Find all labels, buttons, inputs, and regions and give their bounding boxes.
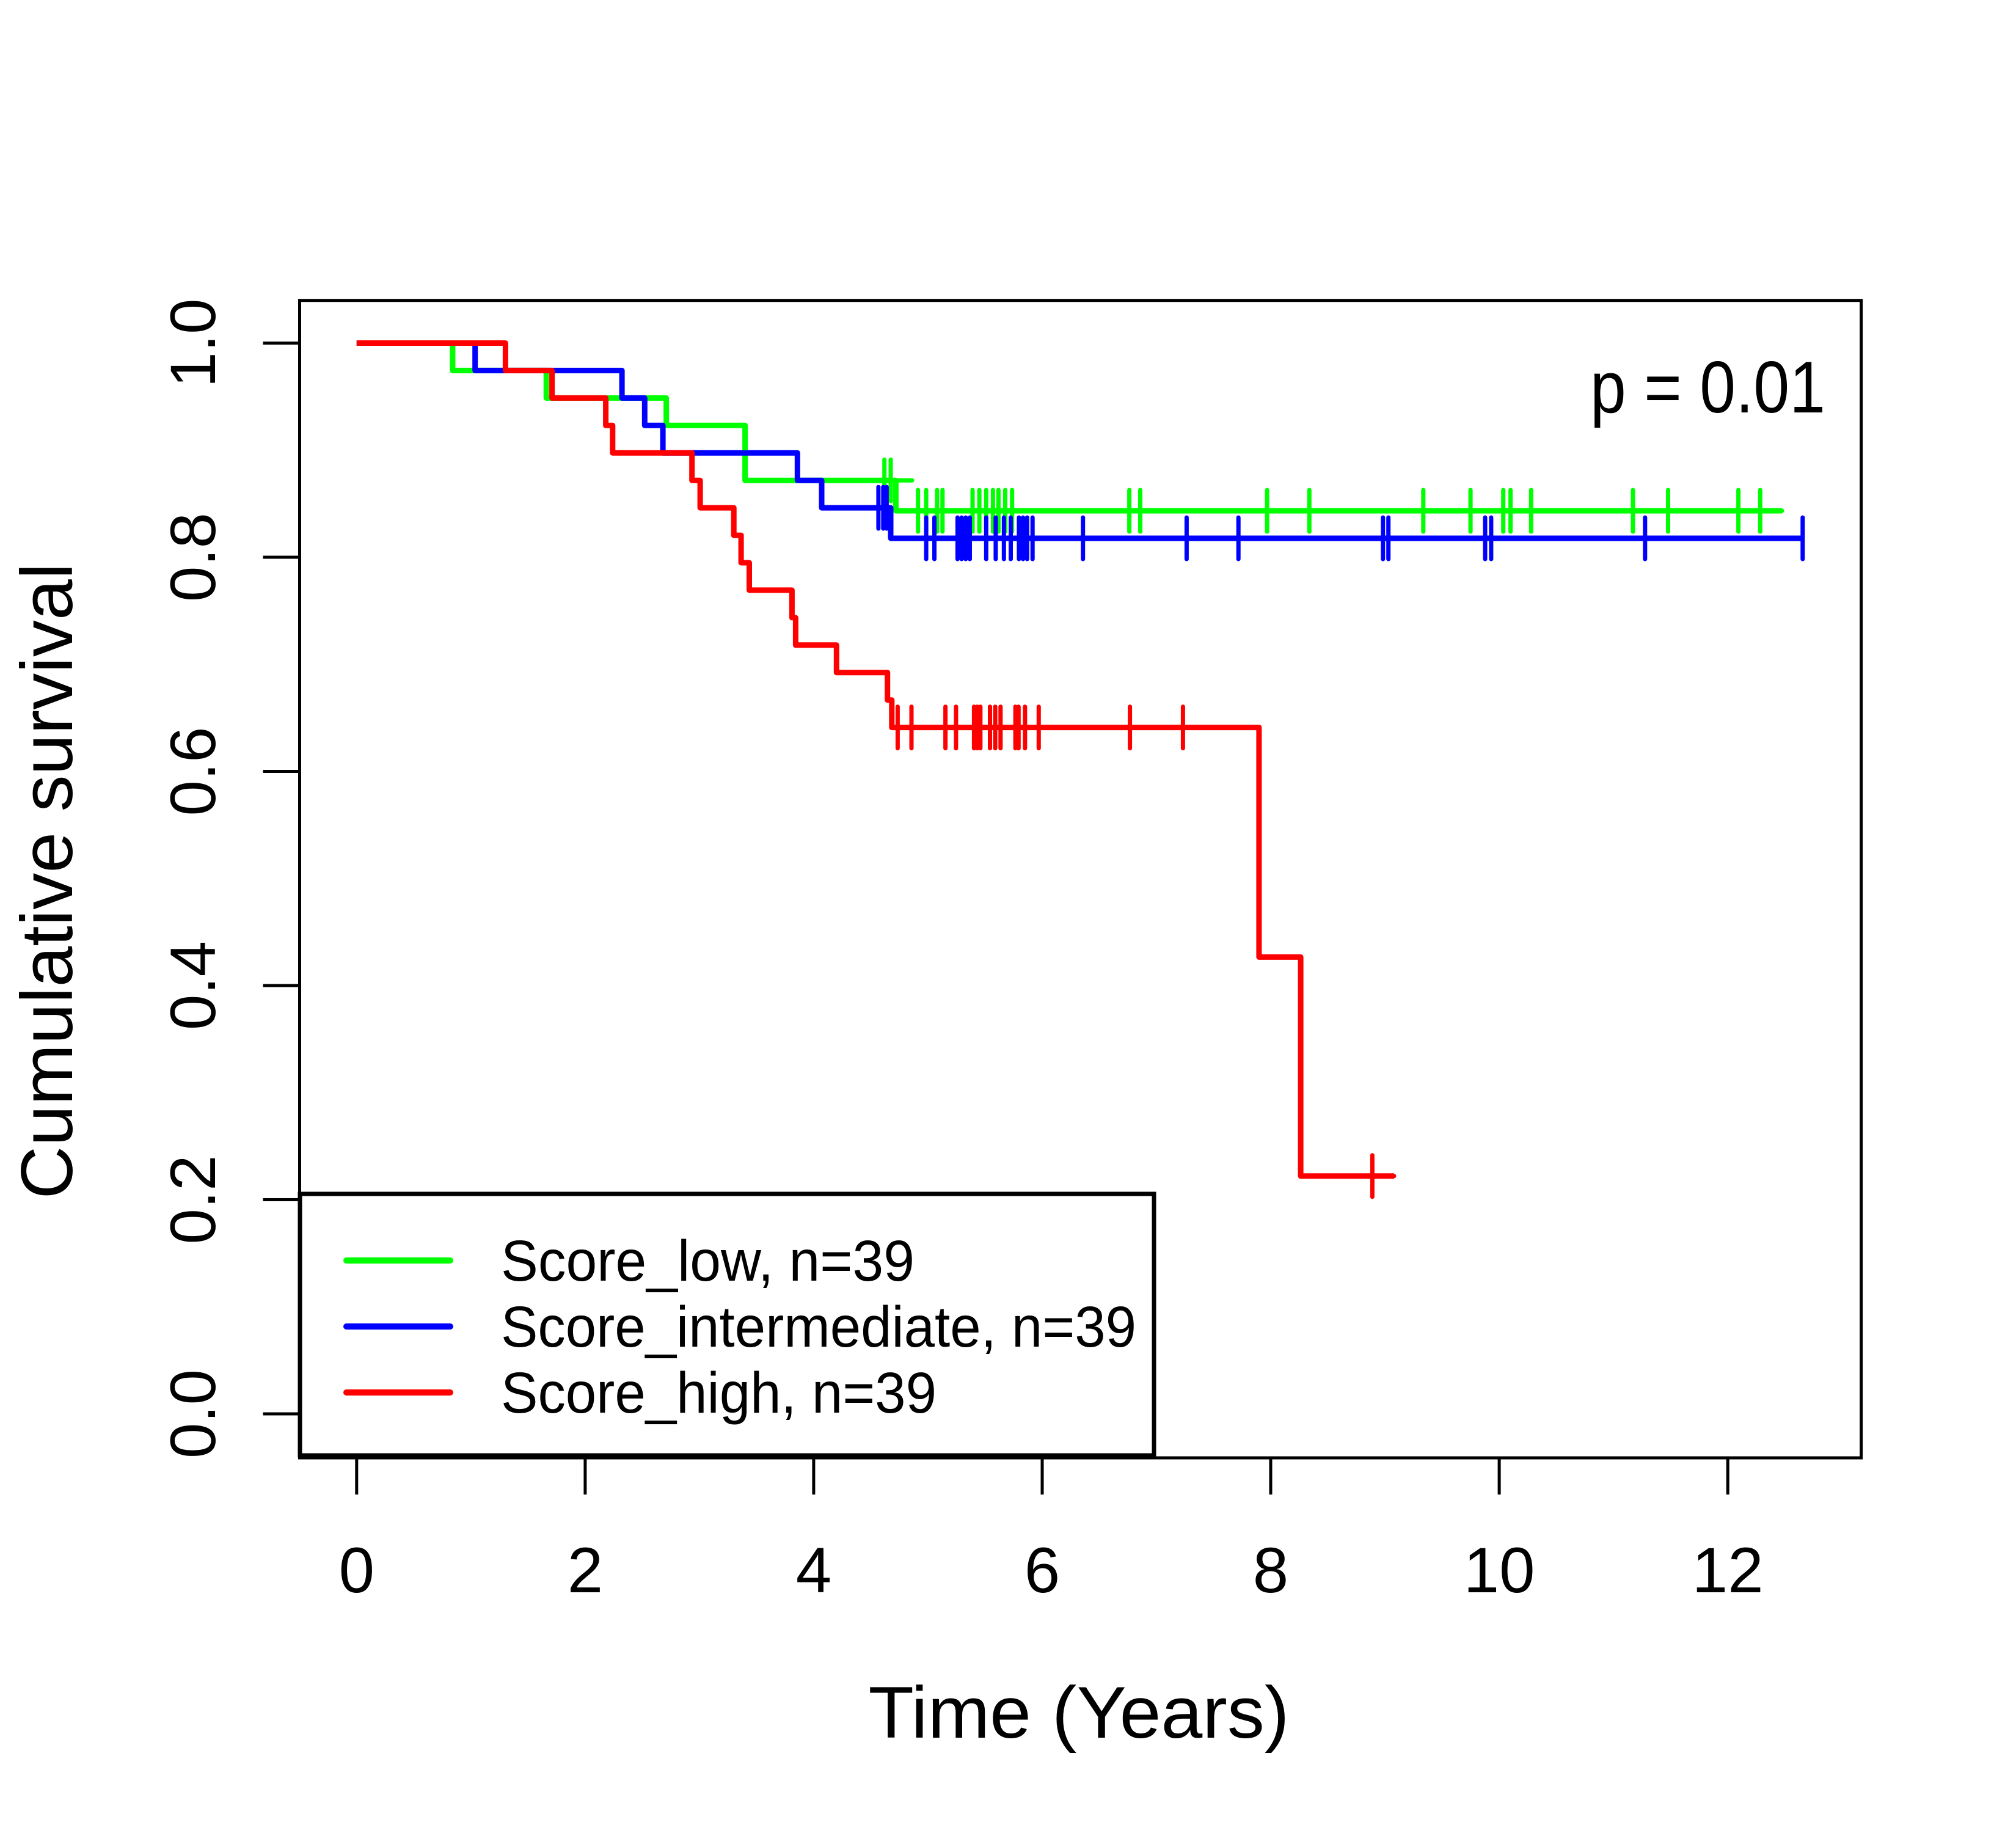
svg-text:Score_high, n=39: Score_high, n=39 — [501, 1361, 937, 1425]
svg-text:Score_low, n=39: Score_low, n=39 — [501, 1229, 915, 1293]
svg-text:0.2: 0.2 — [158, 1155, 229, 1245]
svg-text:0.8: 0.8 — [158, 513, 229, 602]
svg-text:Score_intermediate, n=39: Score_intermediate, n=39 — [501, 1295, 1136, 1359]
svg-text:0: 0 — [339, 1535, 374, 1606]
svg-text:Cumulative survival: Cumulative survival — [6, 563, 88, 1199]
svg-text:0.4: 0.4 — [158, 941, 229, 1030]
svg-text:0.6: 0.6 — [158, 727, 229, 816]
svg-text:12: 12 — [1692, 1535, 1764, 1606]
svg-text:8: 8 — [1253, 1535, 1288, 1606]
svg-text:Time (Years): Time (Years) — [869, 1672, 1290, 1754]
svg-text:1.0: 1.0 — [158, 299, 229, 388]
svg-text:4: 4 — [796, 1535, 831, 1606]
svg-text:10: 10 — [1464, 1535, 1535, 1606]
svg-text:0.0: 0.0 — [158, 1369, 229, 1458]
svg-text:6: 6 — [1024, 1535, 1060, 1606]
svg-text:p = 0.01: p = 0.01 — [1590, 346, 1825, 428]
svg-text:2: 2 — [568, 1535, 603, 1606]
